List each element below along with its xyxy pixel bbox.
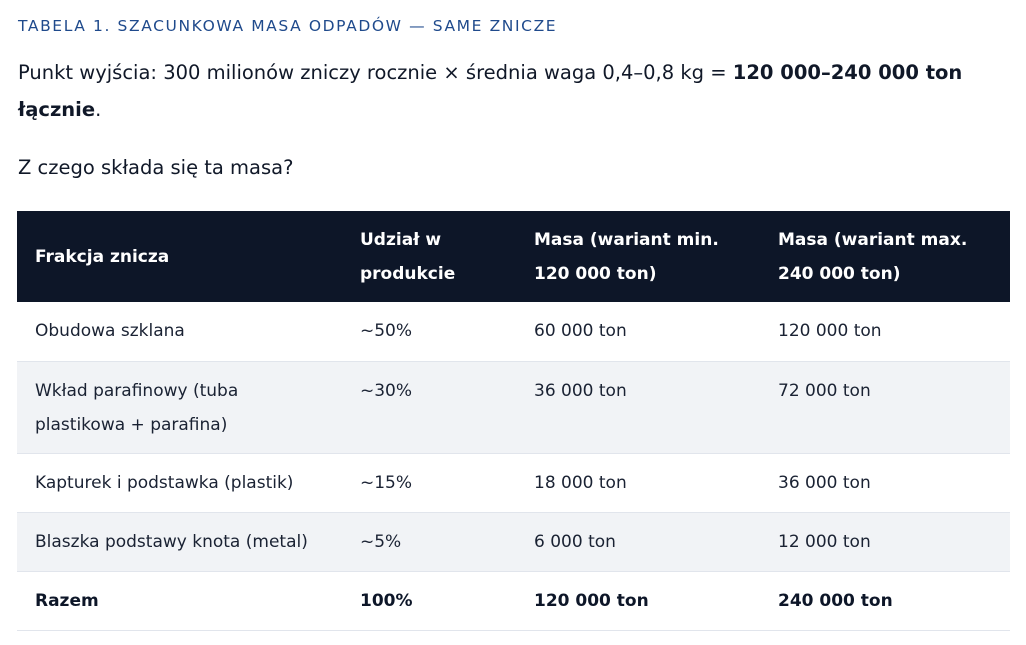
table-row: Wkład parafinowy (tuba plastikowa + para…	[17, 361, 1010, 454]
intro-total: 120 000–240 000 ton łącznie	[18, 61, 963, 121]
waste-mass-table: Frakcja znicza Udział w produkcie Masa (…	[17, 211, 1010, 631]
cell-mass-min: 18 000 ton	[516, 453, 760, 513]
table-body: Obudowa szklana ~50% 60 000 ton 120 000 …	[17, 302, 1010, 631]
cell-total-mass-max: 240 000 ton	[760, 571, 1010, 631]
table-row: Kapturek i podstawka (plastik) ~15% 18 0…	[17, 453, 1010, 513]
cell-mass-min: 6 000 ton	[516, 512, 760, 572]
table-row: Obudowa szklana ~50% 60 000 ton 120 000 …	[17, 302, 1010, 362]
cell-share: ~15%	[342, 453, 516, 513]
cell-fraction: Obudowa szklana	[17, 302, 342, 362]
header-fraction: Frakcja znicza	[17, 211, 342, 302]
cell-share: ~50%	[342, 302, 516, 362]
table-caption: TABELA 1. SZACUNKOWA MASA ODPADÓW — SAME…	[18, 17, 558, 35]
header-share: Udział w produkcie	[342, 211, 516, 302]
table-row: Blaszka podstawy knota (metal) ~5% 6 000…	[17, 512, 1010, 572]
cell-fraction: Blaszka podstawy knota (metal)	[17, 512, 342, 572]
intro-text: Punkt wyjścia: 300 milionów zniczy roczn…	[18, 61, 733, 84]
cell-total-label: Razem	[17, 571, 342, 631]
header-mass-min: Masa (wariant min. 120 000 ton)	[516, 211, 760, 302]
cell-fraction: Kapturek i podstawka (plastik)	[17, 453, 342, 513]
cell-total-mass-min: 120 000 ton	[516, 571, 760, 631]
question-text: Z czego składa się ta masa?	[18, 156, 294, 179]
cell-total-share: 100%	[342, 571, 516, 631]
header-row: Frakcja znicza Udział w produkcie Masa (…	[17, 211, 1010, 302]
header-mass-max: Masa (wariant max. 240 000 ton)	[760, 211, 1010, 302]
cell-share: ~30%	[342, 361, 516, 454]
cell-mass-max: 36 000 ton	[760, 453, 1010, 513]
intro-end: .	[95, 98, 102, 121]
cell-mass-max: 120 000 ton	[760, 302, 1010, 362]
cell-share: ~5%	[342, 512, 516, 572]
intro-paragraph: Punkt wyjścia: 300 milionów zniczy roczn…	[18, 54, 1018, 128]
cell-mass-min: 60 000 ton	[516, 302, 760, 362]
cell-mass-max: 72 000 ton	[760, 361, 1010, 454]
total-row: Razem 100% 120 000 ton 240 000 ton	[17, 571, 1010, 631]
table-header: Frakcja znicza Udział w produkcie Masa (…	[17, 211, 1010, 302]
cell-fraction: Wkład parafinowy (tuba plastikowa + para…	[17, 361, 342, 454]
cell-mass-min: 36 000 ton	[516, 361, 760, 454]
cell-mass-max: 12 000 ton	[760, 512, 1010, 572]
